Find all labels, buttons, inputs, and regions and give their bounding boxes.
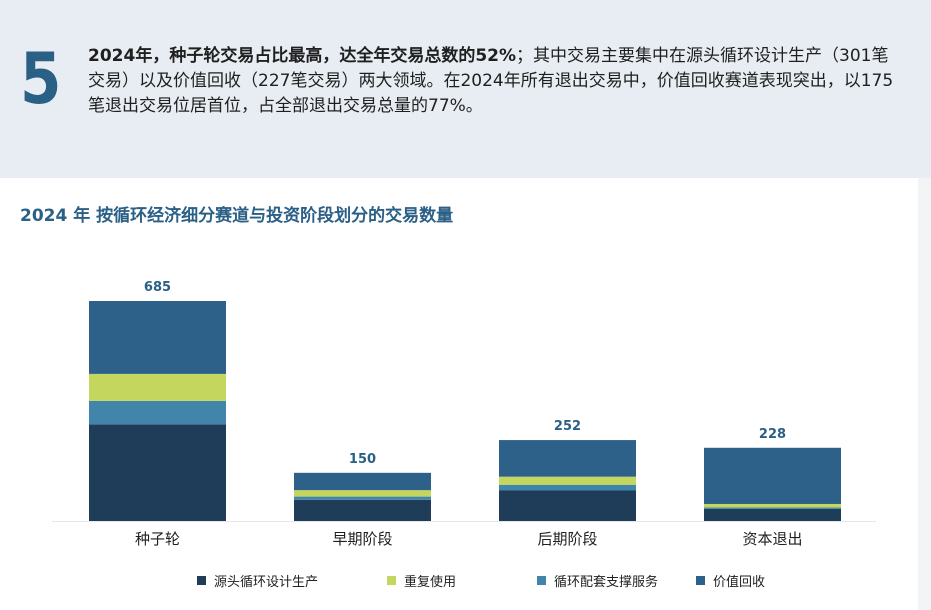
legend-swatch bbox=[197, 576, 206, 585]
bar-segment-3-1 bbox=[499, 490, 636, 521]
bar-total-label: 150 bbox=[349, 452, 376, 467]
bar-segment-2-2 bbox=[294, 496, 431, 500]
legend-swatch bbox=[696, 576, 705, 585]
bar-segment-1-2 bbox=[89, 400, 226, 425]
bar-total-label: 228 bbox=[759, 427, 786, 442]
legend-swatch bbox=[537, 576, 546, 585]
chart-title: 2024 年 按循环经济细分赛道与投资阶段划分的交易数量 bbox=[20, 206, 454, 226]
summary-bold: 2024年，种子轮交易占比最高，达全年交易总数的52% bbox=[88, 46, 517, 66]
bar-segment-3-2 bbox=[499, 484, 636, 491]
legend-label: 循环配套支撑服务 bbox=[554, 575, 659, 590]
category-label: 种子轮 bbox=[135, 530, 180, 548]
legend-label: 源头循环设计生产 bbox=[214, 575, 319, 590]
chart-legend: 源头循环设计生产 重复使用 循环配套支撑服务 价值回收 bbox=[0, 571, 931, 591]
legend-item: 循环配套支撑服务 bbox=[537, 571, 658, 590]
bar-segment-4-3 bbox=[704, 503, 841, 508]
category-label: 资本退出 bbox=[742, 530, 802, 548]
legend-swatch bbox=[387, 576, 396, 585]
bar-segment-2-4 bbox=[294, 472, 431, 491]
category-label: 后期阶段 bbox=[537, 530, 597, 548]
bar-segment-1-4 bbox=[89, 301, 226, 374]
section-number: 5 bbox=[20, 38, 62, 120]
bar-segment-4-1 bbox=[704, 508, 841, 521]
summary-rest: ；其中交易主要集中在源头循环设计生产（301笔交易）以及价值回收（227笔交易）… bbox=[88, 46, 894, 116]
legend-label: 价值回收 bbox=[713, 575, 766, 590]
bar-segment-3-4 bbox=[499, 440, 636, 477]
summary-text: 2024年，种子轮交易占比最高，达全年交易总数的52%；其中交易主要集中在源头循… bbox=[88, 44, 898, 119]
bar-total-label: 252 bbox=[554, 419, 581, 434]
bar-segment-1-1 bbox=[89, 424, 226, 521]
summary-header: 5 2024年，种子轮交易占比最高，达全年交易总数的52%；其中交易主要集中在源… bbox=[0, 0, 931, 178]
bar-segment-2-1 bbox=[294, 499, 431, 521]
page-edge bbox=[918, 178, 931, 610]
legend-item: 源头循环设计生产 bbox=[197, 571, 318, 590]
bar-segment-1-3 bbox=[89, 373, 226, 401]
bar-segment-3-3 bbox=[499, 476, 636, 485]
legend-label: 重复使用 bbox=[404, 575, 457, 590]
legend-item: 重复使用 bbox=[387, 571, 456, 590]
bar-segment-4-4 bbox=[704, 447, 841, 504]
bar-segment-4-2 bbox=[704, 507, 841, 509]
bar-total-label: 685 bbox=[144, 280, 171, 295]
bar-segment-2-3 bbox=[294, 490, 431, 497]
category-label: 早期阶段 bbox=[332, 530, 392, 548]
legend-item: 价值回收 bbox=[696, 571, 765, 590]
